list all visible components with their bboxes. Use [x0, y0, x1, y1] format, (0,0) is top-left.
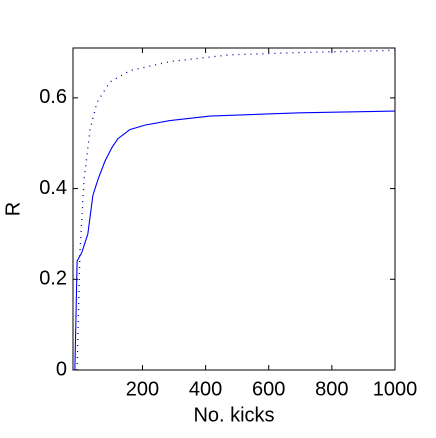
- x-tick-label: 200: [126, 378, 159, 400]
- data-line: [76, 49, 396, 371]
- y-tick-label: 0: [56, 358, 67, 380]
- x-tick-label: 600: [252, 378, 285, 400]
- y-tick-label: 0.4: [39, 177, 67, 199]
- data-line: [74, 110, 396, 371]
- x-tick-label: 800: [315, 378, 348, 400]
- y-axis-label: R: [2, 202, 24, 216]
- plot-frame: [72, 47, 396, 371]
- x-axis-label: No. kicks: [193, 404, 274, 426]
- x-tick-label: 1000: [373, 378, 418, 400]
- y-tick-label: 0.2: [39, 268, 67, 290]
- y-tick-label: 0.6: [39, 86, 67, 108]
- x-tick-label: 400: [189, 378, 222, 400]
